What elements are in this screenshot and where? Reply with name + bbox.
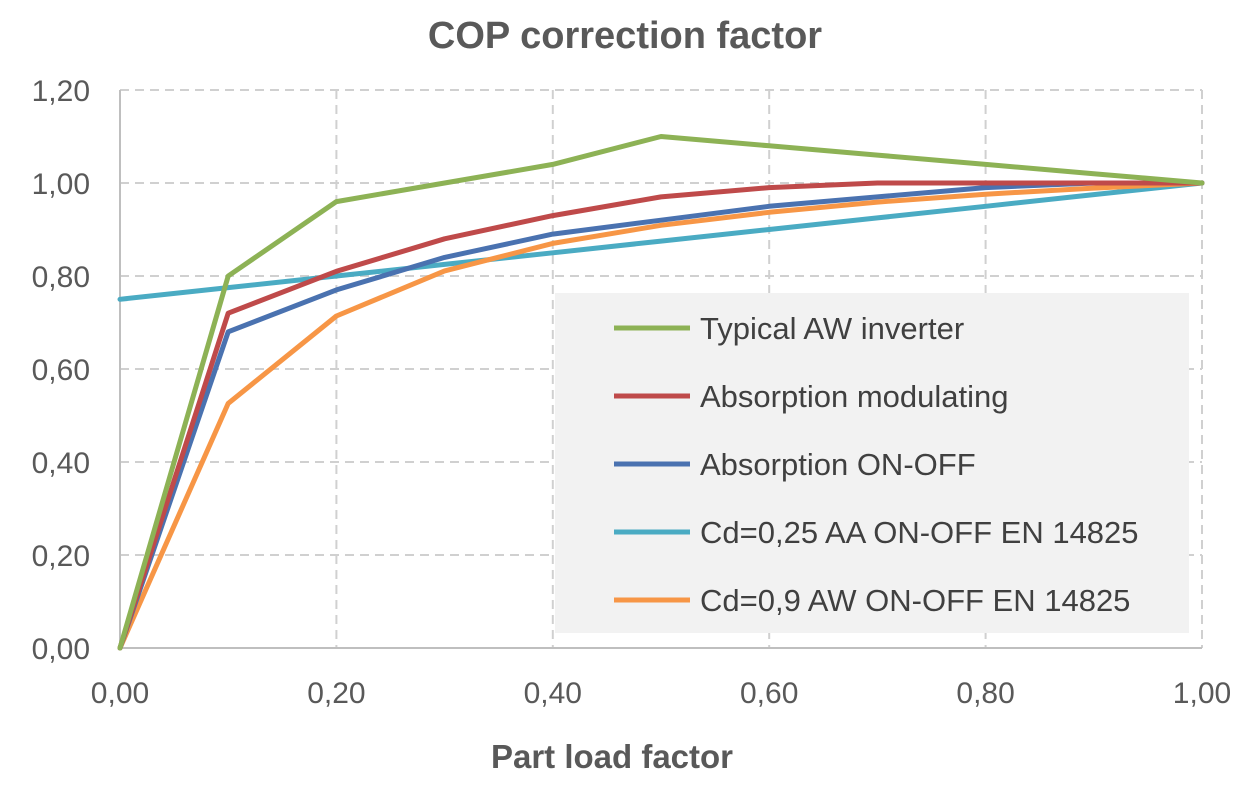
legend-label: Absorption modulating [700, 379, 1008, 414]
legend-label: Cd=0,9 AW ON-OFF EN 14825 [700, 583, 1130, 618]
series-line-4 [117, 180, 1205, 302]
x-tick-label: 0,20 [307, 677, 365, 710]
legend-label: Absorption ON-OFF [700, 447, 976, 482]
x-axis-title: Part load factor [491, 738, 733, 775]
y-tick-label: 0,60 [32, 354, 90, 387]
chart-title: COP correction factor [428, 15, 822, 57]
series-line-5 [117, 180, 1205, 651]
legend: Typical AW inverter Absorption modulating… [555, 293, 1189, 633]
y-tick-label: 0,40 [32, 447, 90, 480]
x-tick-label: 0,80 [956, 677, 1014, 710]
series-line-3 [117, 180, 1205, 651]
series-line-2 [117, 180, 1205, 651]
y-tick-label: 1,20 [32, 75, 90, 108]
tick-labels: 0,00 0,20 0,40 0,60 0,80 1,00 1,20 0,00 0,20 0,40… [32, 75, 1232, 710]
y-tick-label: 1,00 [32, 168, 90, 201]
y-tick-label: 0,80 [32, 261, 90, 294]
series-line-1 [117, 134, 1205, 651]
y-tick-label: 0,20 [32, 540, 90, 573]
legend-label: Typical AW inverter [700, 311, 964, 346]
series-lines [117, 134, 1205, 651]
x-tick-label: 0,60 [740, 677, 798, 710]
x-tick-label: 0,40 [524, 677, 582, 710]
y-tick-label: 0,00 [32, 633, 90, 666]
x-tick-label: 1,00 [1173, 677, 1231, 710]
legend-label: Cd=0,25 AA ON-OFF EN 14825 [700, 515, 1139, 550]
x-tick-label: 0,00 [91, 677, 149, 710]
